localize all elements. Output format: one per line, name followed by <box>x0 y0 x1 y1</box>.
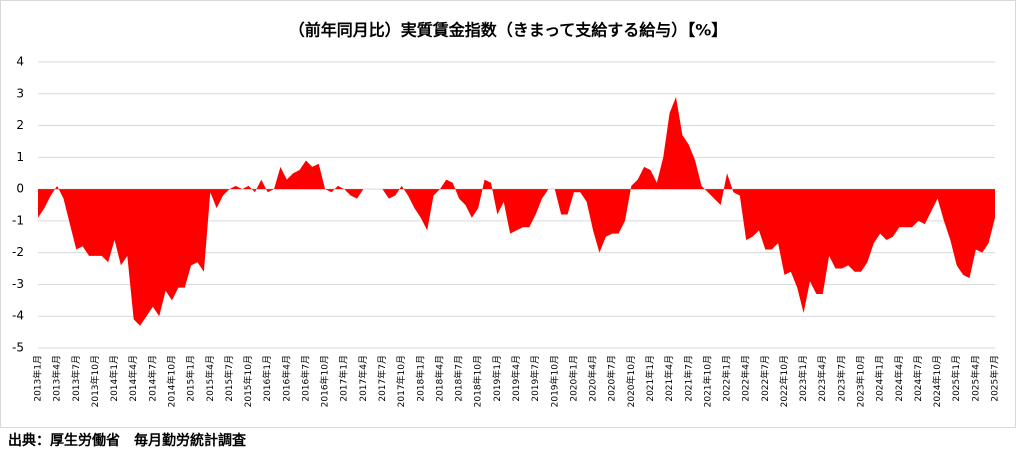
x-tick-label: 2020年7月 <box>606 355 618 402</box>
x-tick-label: 2014年1月 <box>108 355 120 402</box>
x-tick-label: 2025年7月 <box>989 355 1001 402</box>
x-tick-label: 2015年7月 <box>223 355 235 402</box>
x-tick-label: 2017年1月 <box>338 355 350 402</box>
x-tick-label: 2025年1月 <box>950 355 962 402</box>
source-note: 出典：厚生労働省 毎月勤労統計調査 <box>8 432 247 449</box>
x-tick-label: 2019年7月 <box>529 355 541 402</box>
y-tick-label: 0 <box>16 182 24 196</box>
x-tick-label: 2013年4月 <box>51 355 63 402</box>
x-tick-label: 2019年10月 <box>548 355 560 407</box>
x-tick-label: 2018年1月 <box>414 355 426 402</box>
x-tick-label: 2016年1月 <box>261 355 273 402</box>
x-tick-label: 2015年1月 <box>185 355 197 402</box>
x-tick-label: 2016年7月 <box>299 355 311 402</box>
x-tick-label: 2022年1月 <box>721 355 733 402</box>
y-tick-label: -5 <box>12 341 24 355</box>
x-tick-label: 2020年10月 <box>625 355 637 407</box>
x-tick-label: 2014年10月 <box>165 355 177 407</box>
x-tick-label: 2024年10月 <box>931 355 943 407</box>
area <box>38 96 995 326</box>
x-tick-label: 2016年10月 <box>319 355 331 407</box>
x-tick-label: 2015年10月 <box>242 355 254 407</box>
chart-title: （前年同月比）実質賃金指数（きまって支給する給与）【%】 <box>289 21 728 40</box>
x-tick-label: 2017年7月 <box>376 355 388 402</box>
x-tick-label: 2021年1月 <box>644 355 656 402</box>
x-tick-label: 2017年4月 <box>357 355 369 402</box>
x-tick-label: 2022年10月 <box>778 355 790 407</box>
x-tick-label: 2020年4月 <box>587 355 599 402</box>
x-tick-label: 2021年7月 <box>682 355 694 402</box>
y-tick-label: 3 <box>16 86 24 100</box>
y-tick-label: -4 <box>12 309 24 323</box>
x-tick-label: 2013年1月 <box>32 355 44 402</box>
x-tick-label: 2019年1月 <box>491 355 503 402</box>
x-tick-label: 2024年1月 <box>874 355 886 402</box>
x-tick-label: 2014年7月 <box>146 355 158 402</box>
y-tick-label: -1 <box>12 213 24 227</box>
x-tick-label: 2020年1月 <box>567 355 579 402</box>
x-tick-label: 2023年1月 <box>797 355 809 402</box>
y-tick-label: -2 <box>12 245 24 259</box>
x-tick-label: 2023年4月 <box>816 355 828 402</box>
y-tick-label: 4 <box>16 55 24 69</box>
x-tick-label: 2023年7月 <box>835 355 847 402</box>
x-tick-label: 2014年4月 <box>127 355 139 402</box>
x-tick-label: 2022年7月 <box>759 355 771 402</box>
x-tick-label: 2017年10月 <box>395 355 407 407</box>
x-tick-label: 2018年10月 <box>472 355 484 407</box>
x-tick-label: 2024年7月 <box>912 355 924 402</box>
x-tick-label: 2015年4月 <box>204 355 216 402</box>
x-tick-label: 2016年4月 <box>280 355 292 402</box>
x-tick-label: 2013年7月 <box>70 355 82 402</box>
x-tick-label: 2022年4月 <box>740 355 752 402</box>
y-tick-label: 2 <box>16 118 24 132</box>
x-tick-label: 2021年4月 <box>663 355 675 402</box>
x-tick-label: 2018年4月 <box>433 355 445 402</box>
x-tick-label: 2013年10月 <box>89 355 101 407</box>
x-tick-label: 2023年10月 <box>855 355 867 407</box>
x-tick-label: 2019年4月 <box>510 355 522 402</box>
x-tick-label: 2025年4月 <box>969 355 981 402</box>
y-tick-label: -3 <box>12 277 24 291</box>
x-tick-label: 2024年4月 <box>893 355 905 402</box>
y-tick-label: 1 <box>16 150 24 164</box>
x-tick-label: 2018年7月 <box>453 355 465 402</box>
x-tick-label: 2021年10月 <box>701 355 713 407</box>
